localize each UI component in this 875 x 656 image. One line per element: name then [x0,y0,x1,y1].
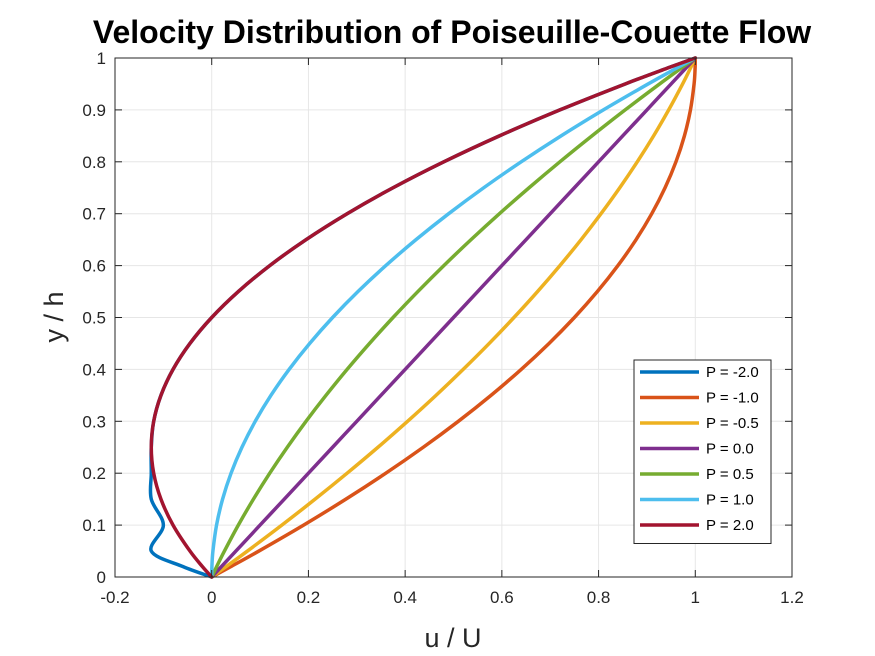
y-tick-label: 0 [97,568,106,587]
y-tick-label: 0.5 [82,309,106,328]
y-tick-label: 0.7 [82,205,106,224]
legend: P = -2.0 P = -1.0 P = -0.5 P = 0.0 P = 0.5 P … [633,359,772,544]
y-axis-label: y / h [39,291,69,342]
series-line-4 [209,56,698,579]
series-line-3 [209,56,698,579]
x-tick-label: 0 [207,588,216,607]
y-tick-label: 0.2 [82,464,106,483]
series-line-1 [209,56,698,579]
legend-label-1: P = -1.0 [706,390,759,407]
ticks: -0.2 0 0.2 0.4 0.6 0.8 1 1.200.10.20.30.40.50.6… [82,49,803,607]
legend-label-0: P = -2.0 [706,364,759,381]
x-axis-label: u / U [424,623,481,653]
y-tick-label: 0.9 [82,101,106,120]
legend-label-4: P = 0.5 [706,466,754,483]
x-tick-label: 0.2 [297,588,321,607]
y-tick-label: 0.4 [82,360,106,379]
series-line-5 [209,56,698,579]
y-tick-label: 0.6 [82,257,106,276]
x-tick-label: 0.8 [587,588,611,607]
x-tick-label: 0.6 [490,588,514,607]
x-tick-label: 1.2 [780,588,804,607]
y-tick-label: 0.8 [82,153,106,172]
legend-box [633,359,772,544]
series-line-2 [209,56,698,579]
y-tick-label: 1 [97,49,106,68]
legend-label-2: P = -0.5 [706,415,759,432]
x-tick-label: 1 [691,588,700,607]
y-tick-label: 0.3 [82,412,106,431]
x-tick-label: -0.2 [100,588,129,607]
series-layer [148,56,698,579]
legend-label-6: P = 2.0 [706,517,754,534]
y-tick-label: 0.1 [82,516,106,535]
legend-label-5: P = 1.0 [706,492,754,509]
x-tick-label: 0.4 [393,588,417,607]
chart-title: Velocity Distribution of Poiseuille-Coue… [93,14,811,50]
series-line-6 [149,56,698,579]
legend-label-3: P = 0.0 [706,441,754,458]
